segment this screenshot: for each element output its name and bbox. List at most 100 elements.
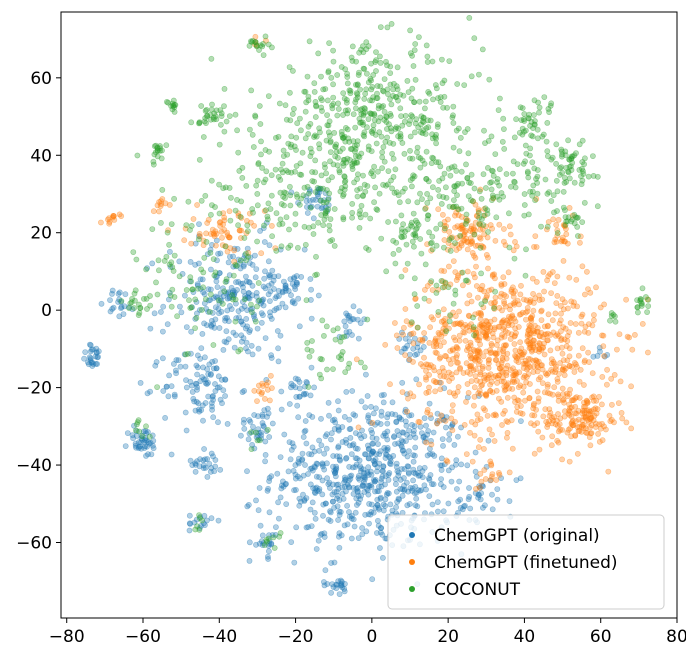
data-point xyxy=(251,387,258,394)
data-point xyxy=(144,429,151,435)
data-point xyxy=(372,59,379,65)
data-point xyxy=(403,241,410,248)
data-point xyxy=(423,42,430,49)
data-point xyxy=(429,451,436,458)
data-point xyxy=(464,217,471,224)
data-point xyxy=(410,393,417,400)
data-point xyxy=(483,326,490,333)
data-point xyxy=(220,221,226,228)
data-point xyxy=(464,381,471,387)
data-point xyxy=(501,291,507,298)
data-point xyxy=(446,58,453,64)
data-point xyxy=(240,284,246,290)
data-point xyxy=(366,445,372,452)
data-point xyxy=(313,546,320,552)
data-point xyxy=(192,325,198,331)
data-point xyxy=(370,509,377,516)
data-point xyxy=(490,195,497,202)
y-tick-label: 40 xyxy=(30,146,52,166)
data-point xyxy=(241,252,248,258)
data-point xyxy=(450,300,457,307)
data-point xyxy=(258,435,265,442)
data-point xyxy=(253,43,260,50)
data-point xyxy=(370,440,377,447)
data-point xyxy=(488,342,495,349)
data-point xyxy=(406,338,413,345)
data-point xyxy=(208,317,215,324)
data-point xyxy=(526,299,533,306)
data-point xyxy=(255,507,262,514)
data-point xyxy=(196,463,203,470)
data-point xyxy=(480,244,487,251)
data-point xyxy=(438,455,445,462)
data-point xyxy=(266,541,273,547)
data-point xyxy=(508,331,515,338)
data-point xyxy=(273,247,280,254)
data-point xyxy=(582,403,589,410)
data-point xyxy=(513,330,519,336)
data-point xyxy=(536,348,542,355)
data-point xyxy=(539,434,546,441)
data-point xyxy=(224,248,231,255)
data-point xyxy=(560,306,567,313)
data-point xyxy=(562,408,568,415)
data-point xyxy=(468,73,475,80)
data-point xyxy=(272,295,279,301)
data-point xyxy=(317,355,324,362)
data-point xyxy=(246,329,253,335)
data-point xyxy=(446,389,453,396)
data-point xyxy=(318,104,325,111)
data-point xyxy=(570,422,576,429)
data-point xyxy=(221,214,228,221)
data-point xyxy=(559,385,566,392)
data-point xyxy=(382,432,389,439)
data-point xyxy=(504,317,511,324)
data-point xyxy=(316,145,323,152)
data-point xyxy=(606,412,613,419)
data-point xyxy=(327,509,334,516)
data-point xyxy=(442,417,449,424)
data-point xyxy=(521,372,528,379)
data-point xyxy=(371,478,378,485)
data-point xyxy=(477,309,484,316)
data-point xyxy=(242,325,249,332)
data-point xyxy=(207,246,214,253)
data-point xyxy=(414,324,421,331)
data-point xyxy=(277,216,284,223)
data-point xyxy=(377,421,384,427)
data-point xyxy=(249,292,256,299)
data-point xyxy=(186,520,193,527)
data-point xyxy=(212,293,219,300)
data-point xyxy=(576,141,583,148)
data-point xyxy=(443,373,450,380)
data-point xyxy=(523,316,529,323)
data-point xyxy=(523,379,530,386)
data-point xyxy=(260,179,267,186)
data-point xyxy=(553,160,559,167)
data-point xyxy=(623,296,629,303)
data-point xyxy=(493,477,500,483)
data-point xyxy=(586,359,592,365)
data-point xyxy=(208,106,215,113)
y-tick-label: −20 xyxy=(16,379,52,399)
data-point xyxy=(624,333,631,340)
data-point xyxy=(470,314,476,321)
data-point xyxy=(426,297,432,304)
data-point xyxy=(135,439,142,446)
data-point xyxy=(109,290,115,297)
data-point xyxy=(361,133,368,140)
data-point xyxy=(579,410,586,417)
data-point xyxy=(419,468,426,474)
data-point xyxy=(614,346,620,353)
data-point xyxy=(272,532,279,538)
data-point xyxy=(223,339,230,346)
data-point xyxy=(225,289,232,295)
data-point xyxy=(149,442,156,449)
data-point xyxy=(460,237,467,244)
data-point xyxy=(389,507,396,514)
data-point xyxy=(560,397,566,404)
data-point xyxy=(215,517,222,524)
data-point xyxy=(509,378,516,385)
data-point xyxy=(427,279,434,286)
data-point xyxy=(226,253,233,260)
